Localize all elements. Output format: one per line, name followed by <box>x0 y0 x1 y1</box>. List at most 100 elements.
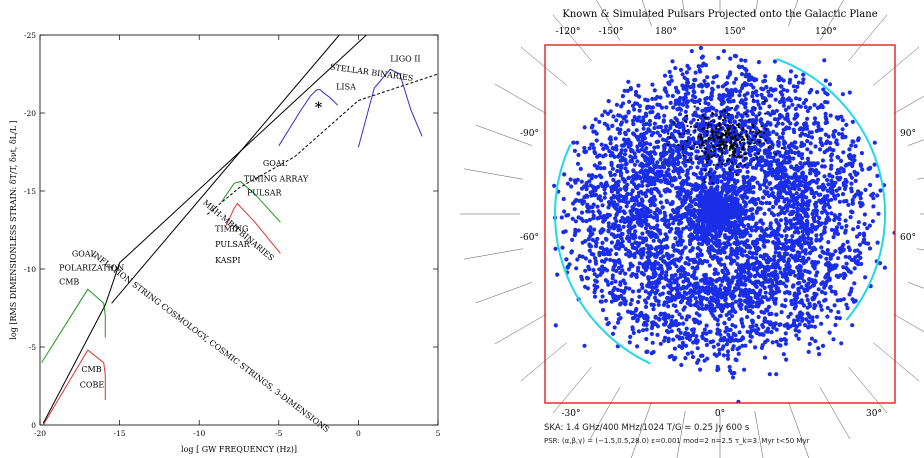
pulsar-point <box>740 275 745 280</box>
pulsar-point <box>733 179 738 184</box>
pulsar-point <box>848 215 853 220</box>
pulsar-point <box>717 115 722 120</box>
pulsar-point <box>709 201 714 206</box>
pulsar-point <box>760 201 765 206</box>
pulsar-point <box>695 339 700 344</box>
pulsar-point <box>636 265 641 270</box>
pulsar-point <box>671 242 676 248</box>
pulsar-point <box>719 133 725 138</box>
pulsar-point <box>740 83 745 88</box>
pulsar-point <box>728 187 734 192</box>
pulsar-point <box>597 194 603 199</box>
pulsar-point <box>689 49 694 54</box>
pulsar-point <box>716 218 721 223</box>
pulsar-point <box>740 211 746 216</box>
pulsar-point <box>732 132 737 137</box>
pulsar-point <box>670 253 675 258</box>
pulsar-point <box>728 327 733 332</box>
pulsar-point <box>645 229 650 235</box>
pulsar-point <box>590 209 595 214</box>
pulsar-point <box>708 200 713 205</box>
pulsar-point <box>727 131 733 136</box>
pulsar-point <box>809 278 814 283</box>
pulsar-point <box>719 203 724 208</box>
pulsar-point <box>870 219 876 224</box>
pulsar-point <box>782 228 787 233</box>
pulsar-point <box>561 196 566 202</box>
pulsar-point <box>748 233 753 238</box>
pulsar-point <box>737 203 743 208</box>
pulsar-point <box>679 362 684 368</box>
chart-annotation: CMB <box>81 365 101 374</box>
pulsar-point <box>727 118 732 123</box>
pulsar-point <box>746 140 751 145</box>
pulsar-point <box>670 200 675 205</box>
pulsar-point <box>714 213 720 219</box>
pulsar-point <box>718 208 723 213</box>
pulsar-point <box>801 222 806 227</box>
pulsar-point <box>767 372 772 377</box>
pulsar-point <box>781 246 786 251</box>
pulsar-point <box>636 202 641 207</box>
pulsar-point <box>815 177 821 182</box>
pulsar-point <box>707 263 712 268</box>
pulsar-point <box>664 179 669 185</box>
pulsar-point <box>565 181 571 186</box>
pulsar-point <box>686 128 691 133</box>
pulsar-point <box>616 246 622 251</box>
pulsar-point <box>799 298 804 303</box>
pulsar-point <box>795 168 801 173</box>
pulsar-point <box>720 197 725 202</box>
pulsar-point <box>698 300 704 305</box>
pulsar-point <box>676 242 681 247</box>
pulsar-point <box>664 223 669 229</box>
pulsar-point <box>662 311 667 316</box>
pulsar-point <box>785 245 790 250</box>
pulsar-point <box>651 149 657 154</box>
pulsar-point <box>740 122 746 127</box>
pulsar-point <box>672 248 677 253</box>
pulsar-point <box>735 255 740 260</box>
pulsar-point <box>644 211 649 216</box>
pulsar-point <box>642 205 647 210</box>
pulsar-point <box>767 181 772 186</box>
pulsar-point <box>666 336 671 341</box>
pulsar-point <box>789 211 795 216</box>
pulsar-point <box>739 317 744 322</box>
pulsar-point <box>860 201 865 206</box>
pulsar-point <box>678 167 683 172</box>
pulsar-point <box>748 153 753 158</box>
pulsar-point <box>701 179 706 184</box>
pulsar-point <box>687 234 692 239</box>
pulsar-point <box>669 215 674 220</box>
pulsar-point <box>729 88 734 93</box>
pulsar-point <box>737 303 742 308</box>
pulsar-point <box>622 195 627 200</box>
pulsar-point <box>695 237 701 242</box>
pulsar-point <box>812 161 817 166</box>
pulsar-point <box>684 141 689 146</box>
pulsar-point <box>751 147 756 152</box>
pulsar-point <box>819 184 824 189</box>
pulsar-point <box>680 248 685 253</box>
pulsar-point <box>765 170 770 175</box>
pulsar-point <box>595 284 600 289</box>
pulsar-point <box>788 69 794 74</box>
pulsar-point <box>812 291 817 296</box>
pulsar-point <box>674 217 679 222</box>
pulsar-point <box>703 204 708 209</box>
pulsar-point <box>720 204 726 209</box>
pulsar-point <box>738 134 743 139</box>
pulsar-point <box>642 155 647 160</box>
pulsar-point <box>828 256 833 261</box>
pulsar-point <box>698 114 703 119</box>
pulsar-point <box>729 309 734 314</box>
pulsar-point <box>709 97 714 102</box>
pulsar-point <box>784 278 790 283</box>
pulsar-point <box>747 225 752 230</box>
pulsar-point <box>587 146 592 151</box>
pulsar-point <box>745 180 751 185</box>
pulsar-point <box>669 132 674 137</box>
pulsar-point <box>665 128 670 133</box>
pulsar-point <box>727 310 732 315</box>
